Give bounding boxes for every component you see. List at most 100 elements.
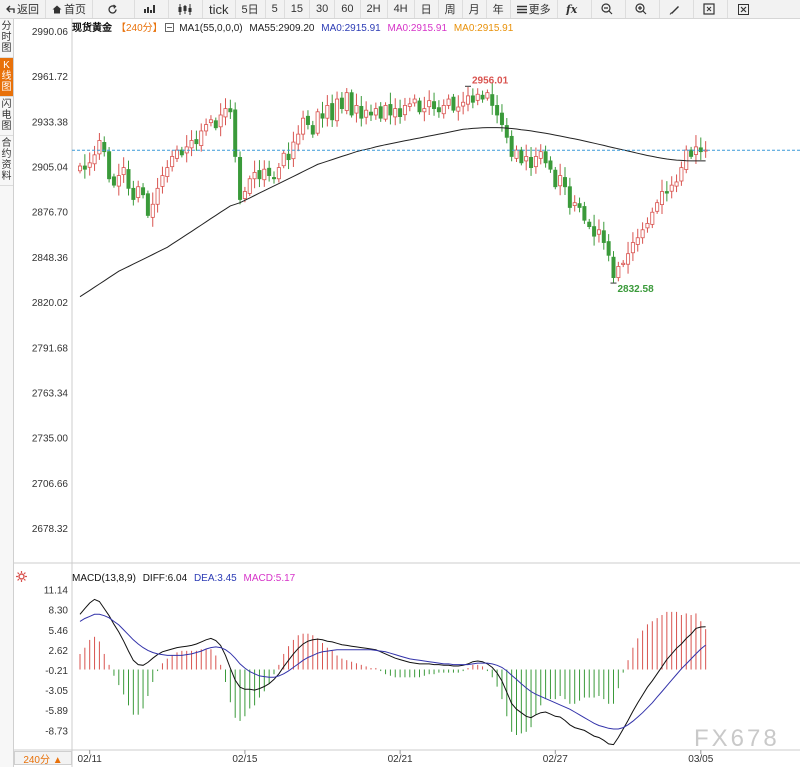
candle-body: [626, 253, 631, 265]
tab-5d[interactable]: 5日: [236, 0, 266, 18]
period-select-button[interactable]: 240分 ▲: [14, 751, 72, 766]
tab-4h[interactable]: 4H: [388, 0, 415, 18]
bar-chart-icon: [144, 5, 155, 13]
formula-button[interactable]: fx: [558, 0, 592, 18]
tab-2h[interactable]: 2H: [361, 0, 388, 18]
tab-tick[interactable]: tick: [203, 0, 236, 18]
candle-body: [490, 94, 495, 106]
sidebar-item-flash[interactable]: 闪电图: [0, 97, 13, 136]
tab-week[interactable]: 周: [439, 0, 463, 18]
tab-5m[interactable]: 5: [266, 0, 285, 18]
candle-body: [606, 241, 611, 256]
ma0-value-b: MA0:2915.91: [387, 23, 448, 34]
y-tick-label: 2961.72: [32, 72, 69, 83]
tab-label: 30: [316, 3, 329, 15]
candle-body: [660, 191, 665, 205]
candle-body: [92, 154, 97, 165]
tab-label: 日: [420, 4, 432, 16]
tab-30m[interactable]: 30: [310, 0, 336, 18]
candle-body: [635, 237, 640, 245]
settings-gear-icon[interactable]: [16, 571, 27, 582]
candle-body: [281, 152, 286, 167]
candle-body: [398, 108, 403, 117]
macd-y-tick-label: -0.21: [45, 666, 68, 677]
candle-body: [223, 108, 228, 118]
y-tick-label: 2678.32: [32, 524, 69, 535]
ma0-value-c: MA0:2915.91: [453, 23, 514, 34]
candle-body: [383, 105, 388, 120]
candle-body: [276, 167, 281, 180]
candle-body: [305, 115, 310, 125]
candle-body: [339, 97, 344, 110]
chart-area[interactable]: 2990.06 2961.72 2933.38 2905.04 2876.70 2848.…: [14, 19, 800, 767]
candle-body: [170, 156, 175, 168]
candle-body: [373, 108, 378, 116]
tab-month[interactable]: 月: [463, 0, 487, 18]
refresh-button[interactable]: [93, 0, 135, 18]
home-icon: [52, 5, 62, 13]
candle-body: [82, 165, 87, 170]
candle-body: [364, 109, 369, 118]
macd-dea-value: DEA:3.45: [193, 573, 237, 584]
candle-body: [650, 211, 655, 225]
candle-body: [165, 167, 170, 177]
candle-body: [567, 186, 572, 208]
candle-body: [228, 108, 233, 113]
candle-body: [480, 94, 485, 100]
close-button[interactable]: [728, 0, 762, 18]
tab-label: 年: [492, 4, 504, 16]
candle-body: [262, 168, 267, 181]
candle-body: [524, 156, 529, 162]
candle-body: [621, 262, 626, 265]
sidebar-item-timeshare[interactable]: 分时图: [0, 19, 13, 58]
chart-style-button[interactable]: [135, 0, 169, 18]
back-button[interactable]: 返回: [0, 0, 46, 18]
candle-body: [271, 177, 276, 180]
candle-body: [548, 160, 553, 170]
ma55-line: [79, 127, 706, 298]
candle-body: [587, 221, 592, 227]
candle-body: [155, 187, 160, 205]
candle-body: [242, 191, 247, 199]
x-tick-label: 02/21: [388, 754, 413, 765]
candle-body: [441, 105, 446, 115]
home-button[interactable]: 首页: [46, 0, 93, 18]
zoom-out-button[interactable]: [592, 0, 626, 18]
candle-body: [412, 98, 417, 104]
candle-body: [111, 176, 116, 186]
candle-body: [121, 167, 126, 176]
candle-body: [645, 223, 650, 229]
pencil-icon: [669, 6, 680, 15]
candle-body: [679, 167, 684, 182]
candle-body: [465, 95, 470, 105]
candle-body: [689, 149, 694, 157]
macd-y-tick-label: 5.46: [49, 626, 69, 637]
candle-body: [475, 93, 480, 101]
zoom-in-button[interactable]: [626, 0, 660, 18]
tab-60m[interactable]: 60: [335, 0, 361, 18]
tab-label: 60: [341, 3, 354, 15]
more-button[interactable]: 更多: [511, 0, 558, 18]
tab-15m[interactable]: 15: [285, 0, 310, 18]
candle-body: [485, 92, 490, 99]
zoom-in-icon: [635, 3, 647, 15]
candle-body: [368, 111, 373, 116]
candle-body: [204, 124, 209, 132]
sidebar-item-kline[interactable]: K线图: [0, 58, 13, 97]
tab-day[interactable]: 日: [415, 0, 439, 18]
tab-year[interactable]: 年: [487, 0, 511, 18]
candle-style-button[interactable]: [169, 0, 203, 18]
draw-tool-button[interactable]: [660, 0, 694, 18]
candle-body: [470, 95, 475, 103]
candle-body: [446, 98, 451, 106]
candle-body: [267, 167, 272, 176]
refresh-icon: [108, 4, 117, 14]
ma-settings-icon[interactable]: [165, 23, 175, 32]
candle-body: [136, 186, 141, 198]
fullscreen-button[interactable]: [694, 0, 728, 18]
close-icon: [738, 3, 750, 15]
candle-body: [199, 130, 204, 147]
sidebar-item-contract-info[interactable]: 合约资料: [0, 136, 13, 186]
ma0-value-a: MA0:2915.91: [321, 23, 381, 34]
candle-body: [417, 100, 422, 113]
